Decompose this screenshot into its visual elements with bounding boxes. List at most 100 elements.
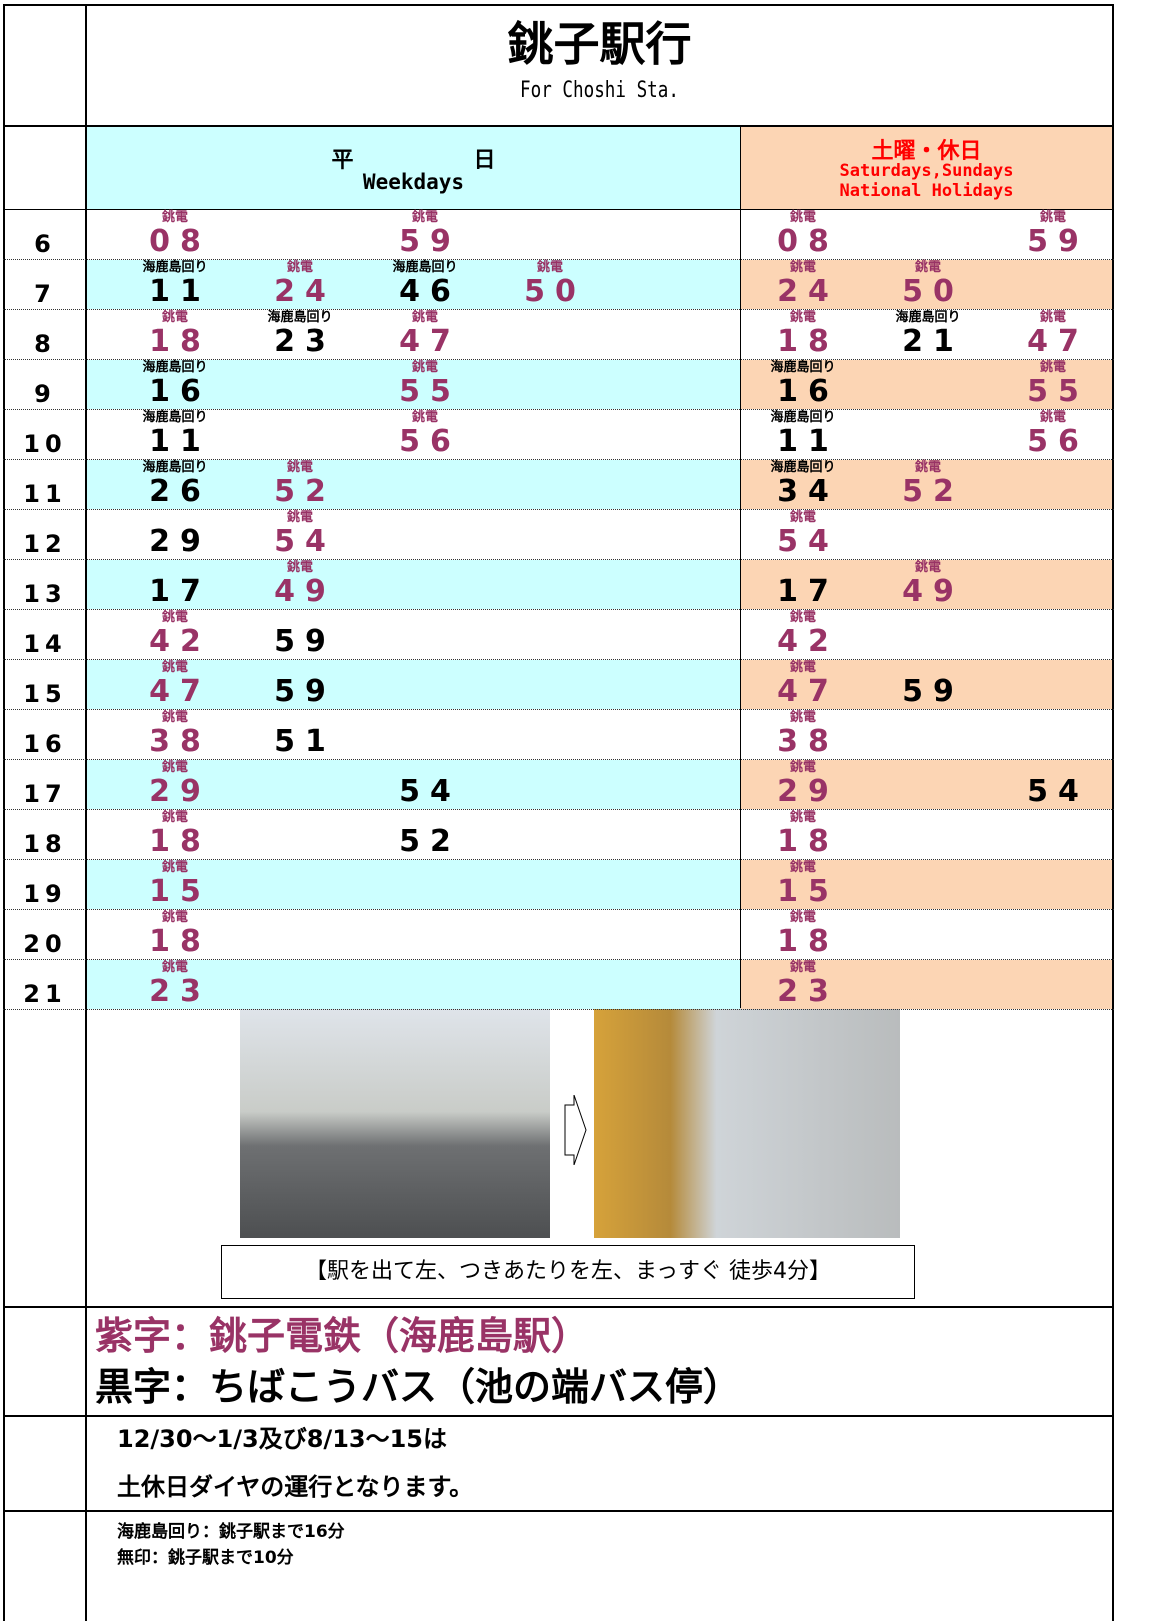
photo <box>240 1008 550 1238</box>
hour: 14 <box>23 630 67 658</box>
service-tag: 銚電 <box>789 510 816 525</box>
row-band <box>87 460 740 509</box>
service-tag: 銚電 <box>1039 360 1066 375</box>
service-tag: 銚電 <box>161 760 188 775</box>
service-tag: 銚電 <box>286 460 313 475</box>
legend-line: 黒字：ちばこうバス（池の端バス停） <box>95 1365 742 1409</box>
row-band <box>741 460 1112 509</box>
service-tag: 銚電 <box>161 660 188 675</box>
hour: 12 <box>23 530 67 558</box>
weekend-en: National Holidays <box>839 181 1014 201</box>
service-tag: 海鹿島回り <box>770 410 836 425</box>
divider <box>85 5 87 1621</box>
departure-minute: 54 <box>777 524 839 559</box>
hour: 20 <box>23 930 67 958</box>
departure-minute: 17 <box>149 574 211 609</box>
service-tag: 銚電 <box>161 210 188 225</box>
departure-minute: 11 <box>149 274 211 309</box>
departure-minute: 38 <box>777 724 839 759</box>
hour: 21 <box>23 980 67 1008</box>
service-tag: 海鹿島回り <box>770 460 836 475</box>
row-rule <box>3 259 1114 260</box>
service-tag: 銚電 <box>161 910 188 925</box>
departure-minute: 59 <box>274 674 336 709</box>
departure-minute: 47 <box>399 324 461 359</box>
rule <box>3 1510 1114 1512</box>
departure-minute: 16 <box>777 374 839 409</box>
departure-minute: 52 <box>902 474 964 509</box>
hour: 8 <box>34 330 56 358</box>
service-tag: 銚電 <box>286 560 313 575</box>
row-band <box>741 260 1112 309</box>
service-tag: 銚電 <box>789 760 816 775</box>
title: 銚子駅行 <box>507 17 692 71</box>
service-tag: 銚電 <box>789 810 816 825</box>
departure-minute: 42 <box>777 624 839 659</box>
weekday-header <box>87 127 740 209</box>
departure-minute: 55 <box>1027 374 1089 409</box>
service-tag: 銚電 <box>286 260 313 275</box>
departure-minute: 29 <box>149 524 211 559</box>
service-tag: 海鹿島回り <box>267 310 333 325</box>
departure-minute: 15 <box>149 874 211 909</box>
service-tag: 銚電 <box>789 260 816 275</box>
service-tag: 銚電 <box>286 510 313 525</box>
service-tag: 銚電 <box>411 310 438 325</box>
departure-minute: 08 <box>149 224 211 259</box>
departure-minute: 59 <box>274 624 336 659</box>
departure-minute: 29 <box>149 774 211 809</box>
service-tag: 銚電 <box>914 260 941 275</box>
subtitle: For Choshi Sta. <box>520 78 679 103</box>
row-band <box>87 260 740 309</box>
departure-minute: 59 <box>1027 224 1089 259</box>
row-band <box>741 560 1112 609</box>
service-tag: 銚電 <box>411 360 438 375</box>
arrow <box>564 1095 587 1165</box>
weekday-en: Weekdays <box>362 170 465 194</box>
row-band <box>87 960 740 1009</box>
service-tag: 銚電 <box>789 960 816 975</box>
service-tag: 銚電 <box>1039 210 1066 225</box>
note: 土休日ダイヤの運行となります。 <box>117 1473 474 1501</box>
rule <box>3 1306 1114 1308</box>
row-band <box>741 860 1112 909</box>
departure-minute: 11 <box>777 424 839 459</box>
service-tag: 銚電 <box>411 210 438 225</box>
service-tag: 銚電 <box>789 710 816 725</box>
hour: 9 <box>34 380 56 408</box>
row-rule <box>3 309 1114 310</box>
row-band <box>87 760 740 809</box>
departure-minute: 55 <box>399 374 461 409</box>
departure-minute: 11 <box>149 424 211 459</box>
weekday-jp: 平日 <box>331 148 616 173</box>
departure-minute: 47 <box>777 674 839 709</box>
departure-minute: 49 <box>902 574 964 609</box>
departure-minute: 59 <box>902 674 964 709</box>
service-tag: 海鹿島回り <box>895 310 961 325</box>
hour: 18 <box>23 830 67 858</box>
service-tag: 海鹿島回り <box>142 260 208 275</box>
divider <box>740 126 741 1008</box>
departure-minute: 08 <box>777 224 839 259</box>
service-tag: 海鹿島回り <box>142 460 208 475</box>
rule <box>3 209 1114 210</box>
service-tag: 銚電 <box>161 310 188 325</box>
departure-minute: 54 <box>1027 774 1089 809</box>
departure-minute: 52 <box>399 824 461 859</box>
service-tag: 海鹿島回り <box>392 260 458 275</box>
departure-minute: 23 <box>149 974 211 1009</box>
departure-minute: 56 <box>1027 424 1089 459</box>
row-rule <box>3 809 1114 810</box>
row-rule <box>3 959 1114 960</box>
service-tag: 銚電 <box>161 710 188 725</box>
departure-minute: 18 <box>777 924 839 959</box>
departure-minute: 16 <box>149 374 211 409</box>
border <box>3 4 1114 6</box>
departure-minute: 18 <box>777 824 839 859</box>
weekend-header <box>741 127 1112 209</box>
row-rule <box>3 859 1114 860</box>
service-tag: 銚電 <box>161 610 188 625</box>
departure-minute: 42 <box>149 624 211 659</box>
departure-minute: 49 <box>274 574 336 609</box>
departure-minute: 15 <box>777 874 839 909</box>
